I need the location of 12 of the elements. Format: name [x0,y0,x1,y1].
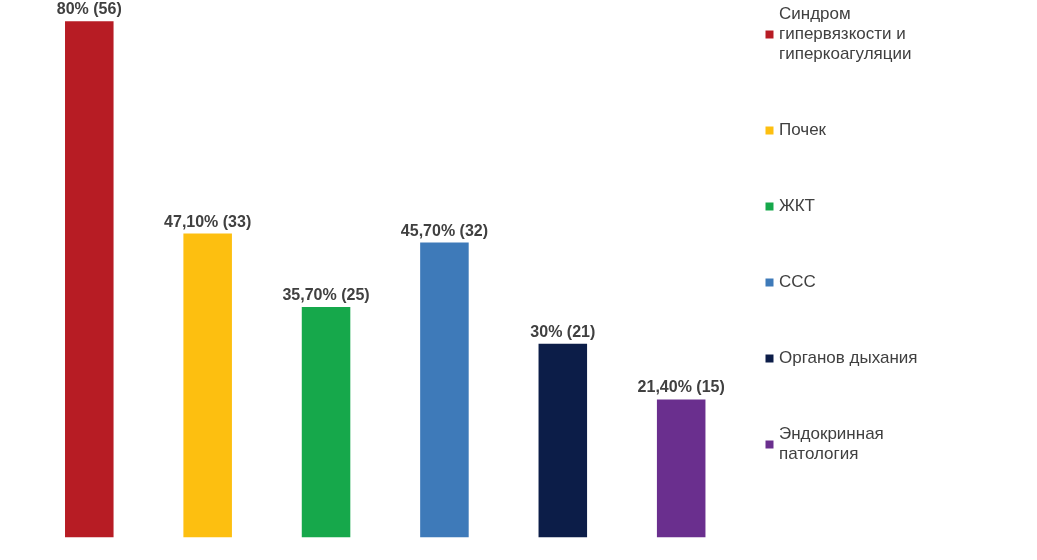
data-label: 47,10% (33) [164,212,252,230]
legend-label: Органов дыхания [779,348,918,368]
legend-label: ССС [779,272,816,292]
legend-label: ЖКТ [779,196,815,216]
legend-label: Почек [779,120,827,140]
data-label: 30% (21) [530,322,596,340]
data-label: 21,40% (15) [637,378,725,396]
legend-label: Синдром гипервязкости и гиперкоагуляции [779,4,912,64]
data-label: 80% (56) [56,0,122,18]
data-label: 35,70% (25) [282,286,370,304]
legend-label: Эндокринная патология [779,424,884,464]
data-label: 45,70% (32) [400,221,489,239]
